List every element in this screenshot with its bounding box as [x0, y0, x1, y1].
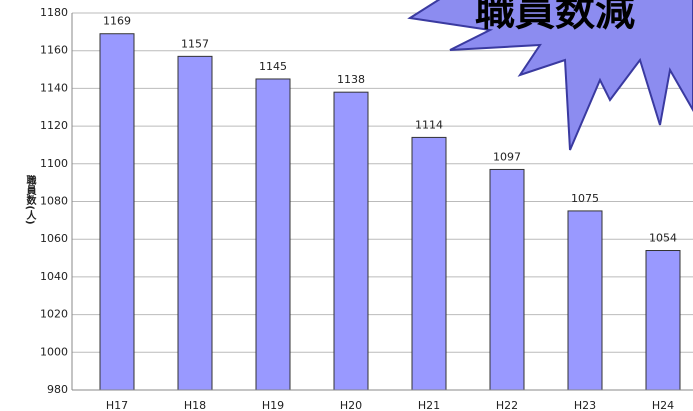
x-tick-label: H21 — [418, 399, 440, 411]
y-tick-label: 1140 — [40, 81, 68, 94]
y-tick-label: 1080 — [40, 195, 68, 208]
y-tick-label: 1100 — [40, 157, 68, 170]
data-label: 1138 — [337, 73, 365, 86]
data-label: 1145 — [259, 60, 287, 73]
data-label: 1114 — [415, 118, 443, 131]
annotation: 職員数減 — [475, 0, 635, 35]
bar — [411, 136, 447, 391]
bar — [255, 78, 291, 391]
plot-area: 980 1000 1020 1040 1060 1080 1100 1120 1140 1160 1… — [40, 6, 693, 411]
data-label: 1157 — [181, 37, 209, 50]
bar — [489, 168, 525, 391]
bar — [645, 250, 681, 391]
x-tick-label: H20 — [340, 399, 362, 411]
y-tick-label: 1040 — [40, 270, 68, 283]
y-tick-label: 1180 — [40, 6, 68, 19]
x-tick-label: H19 — [262, 399, 284, 411]
y-tick-label: 1060 — [40, 232, 68, 245]
bar — [99, 33, 135, 391]
data-label: 1075 — [571, 192, 599, 205]
data-label: 1097 — [493, 150, 521, 163]
y-tick-label: 1020 — [40, 308, 68, 321]
x-tick-label: H23 — [574, 399, 596, 411]
y-tick-label: 980 — [47, 383, 68, 396]
x-tick-label: H17 — [106, 399, 128, 411]
bar — [177, 55, 213, 391]
x-tick-label: H18 — [184, 399, 206, 411]
starburst — [407, 0, 693, 151]
y-tick-label: 1120 — [40, 119, 68, 132]
y-tick-label: 1000 — [40, 345, 68, 358]
x-tick-label: H24 — [652, 399, 674, 411]
bar — [333, 91, 369, 391]
bar — [567, 210, 603, 391]
y-tick-label: 1160 — [40, 44, 68, 57]
y-axis-label: 職員数(人) — [24, 174, 37, 224]
data-label: 1054 — [649, 232, 677, 245]
x-tick-label: H22 — [496, 399, 518, 411]
data-label: 1169 — [103, 15, 131, 28]
